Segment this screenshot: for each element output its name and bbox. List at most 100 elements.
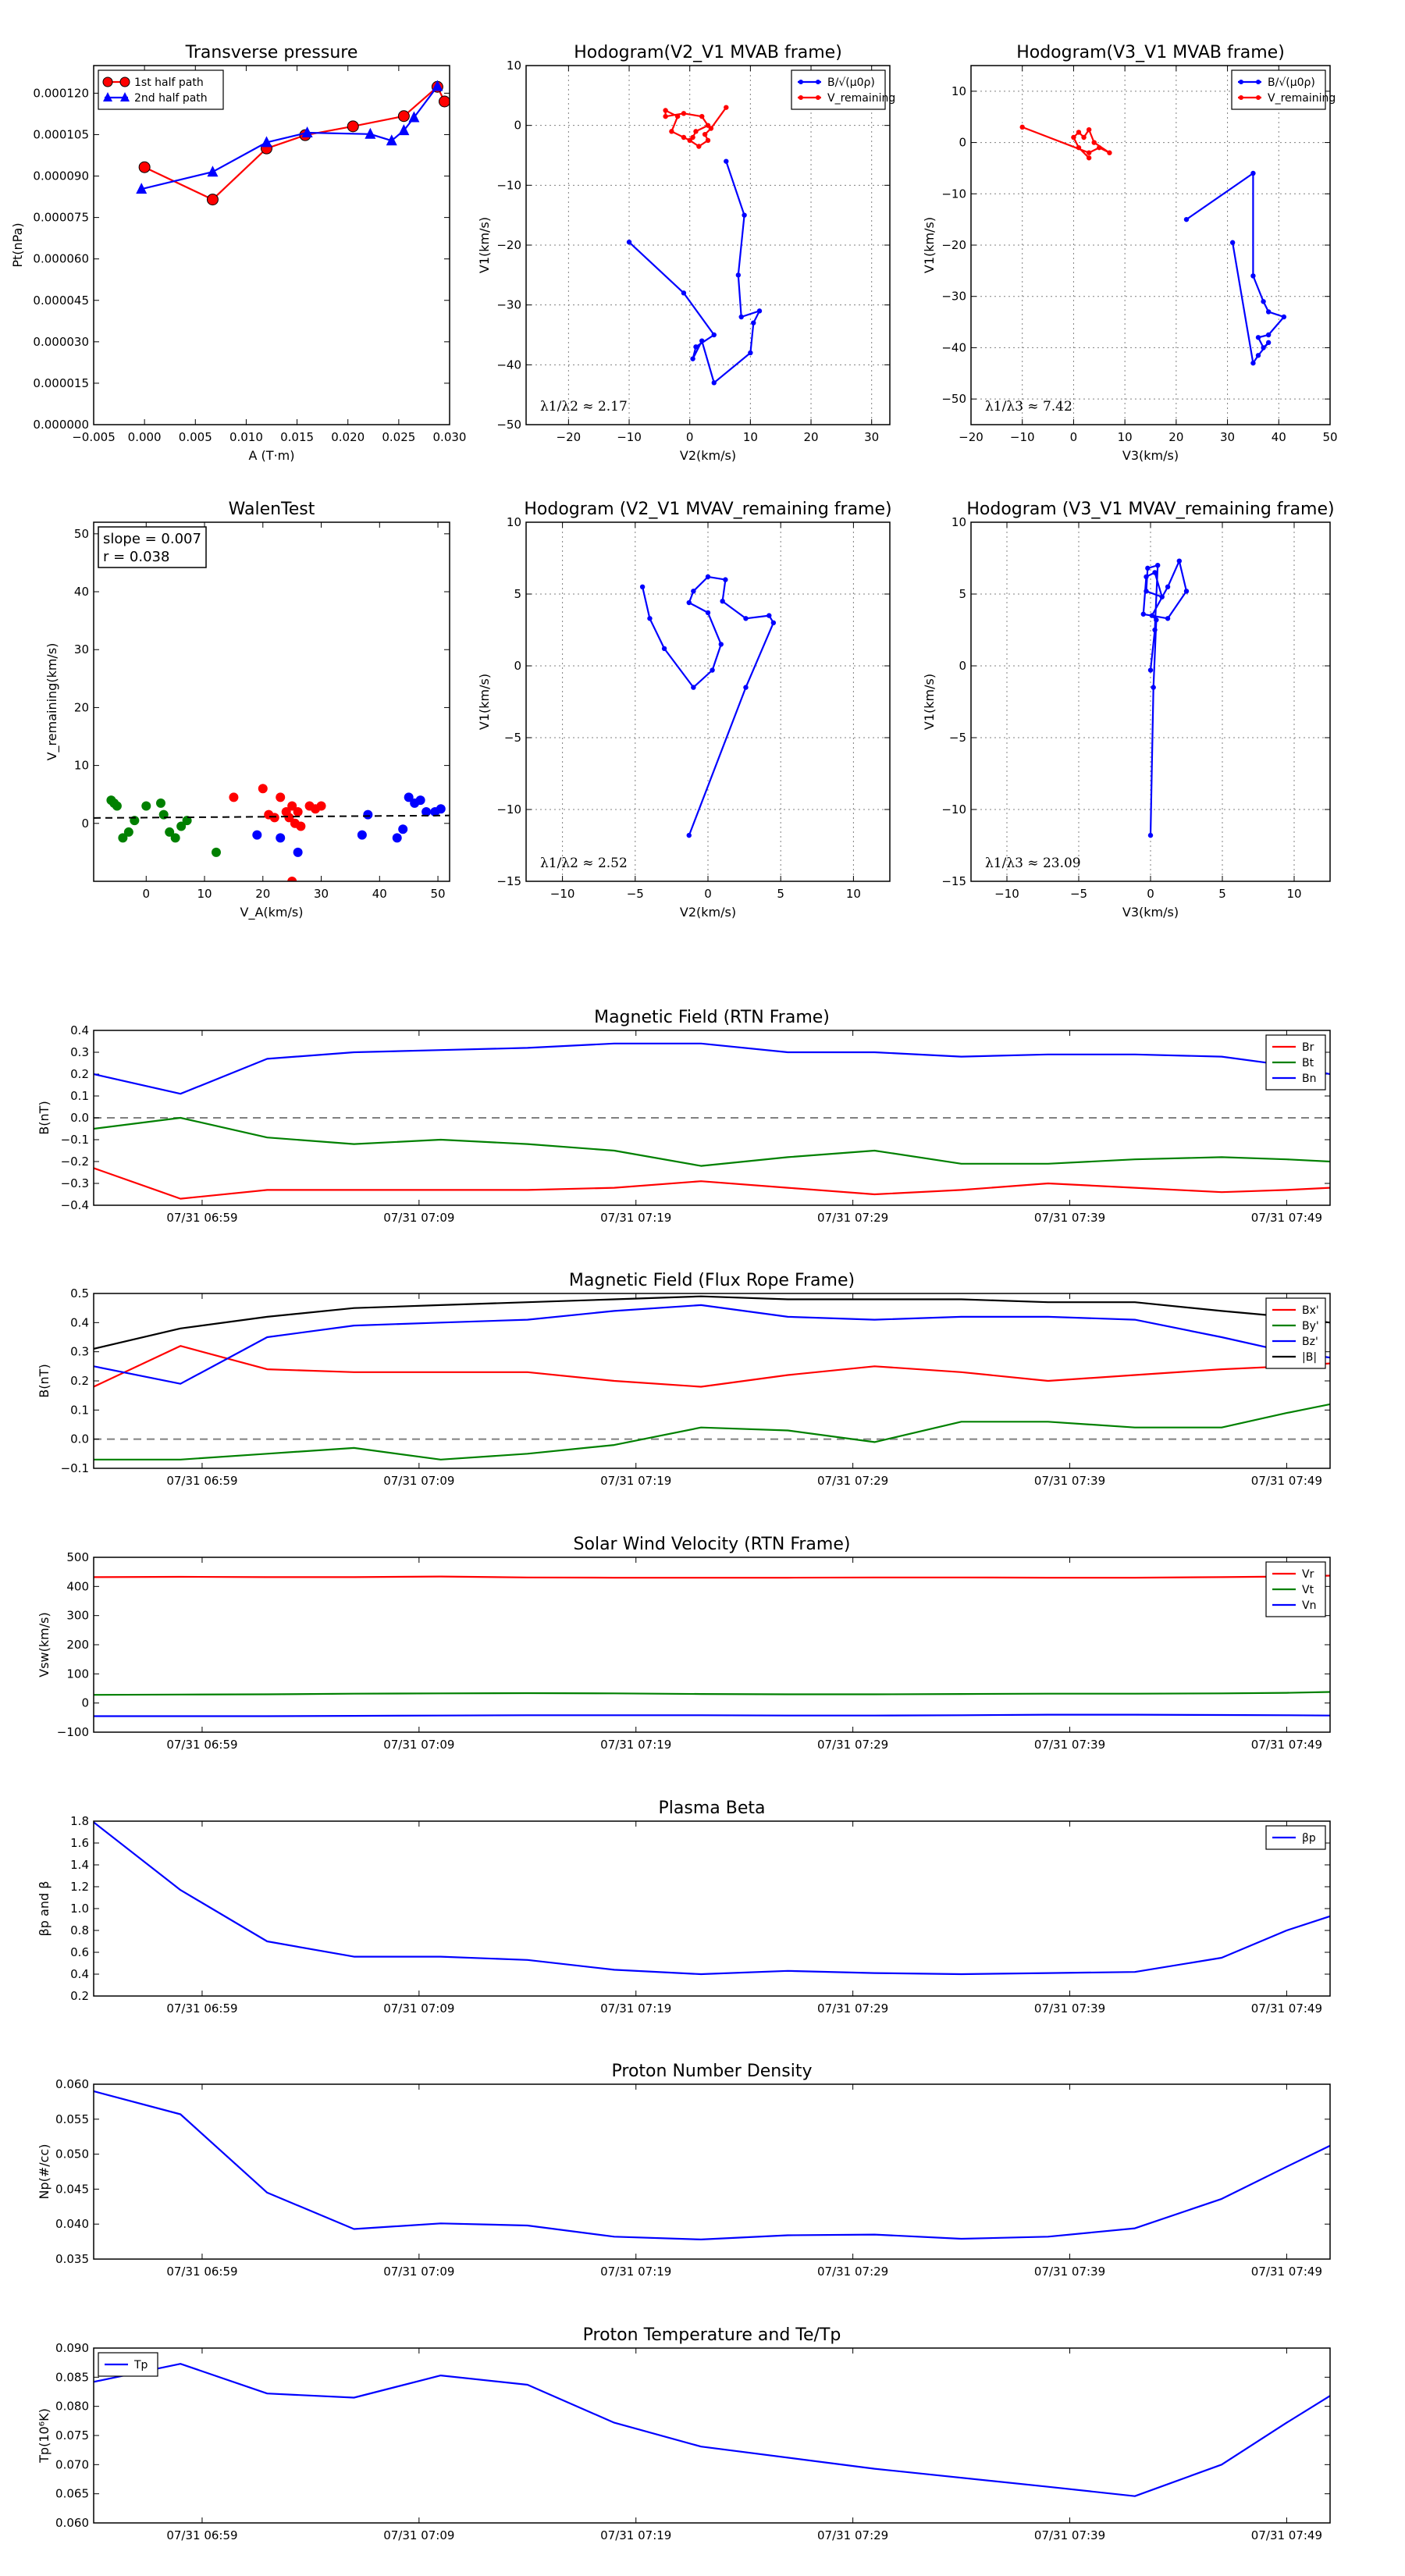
axes-frame [970, 521, 1331, 882]
series-line-0 [94, 1167, 1330, 1200]
y-tick-label: 10 [507, 59, 521, 73]
data-point [690, 134, 695, 141]
legend-label: βp [1302, 1832, 1316, 1845]
data-point [626, 239, 632, 245]
y-tick-label: 40 [74, 585, 89, 599]
x-tick-label: −5 [1070, 887, 1087, 901]
x-tick-label: 07/31 07:09 [383, 1211, 454, 1225]
y-tick-label: 0.075 [55, 2428, 89, 2443]
series-line-3 [94, 1295, 1330, 1350]
data-point [1250, 170, 1256, 176]
data-point [276, 792, 286, 802]
legend-label: 2nd half path [134, 92, 208, 105]
x-tick-label: 10 [197, 887, 212, 901]
data-point [681, 111, 687, 116]
data-point [408, 111, 420, 123]
data-point [705, 123, 711, 128]
x-tick-label: 07/31 07:49 [1251, 1211, 1322, 1225]
y-tick-label: 100 [66, 1667, 89, 1681]
y-tick-label: 400 [66, 1579, 89, 1593]
y-tick-label: 10 [74, 759, 89, 773]
y-axis-label: Vsw(km/s) [37, 1612, 52, 1677]
x-tick-label: 30 [314, 887, 329, 901]
y-tick-label: −10 [496, 802, 521, 817]
data-point [296, 821, 306, 831]
x-tick-label: 07/31 07:39 [1034, 2528, 1105, 2542]
data-point [1091, 140, 1097, 145]
data-point [661, 646, 667, 652]
y-tick-label: 300 [66, 1609, 89, 1623]
chart-title: Proton Number Density [612, 2062, 813, 2081]
data-point [269, 813, 279, 823]
data-point [693, 344, 699, 350]
data-point [1250, 273, 1256, 279]
legend: Bx' By' Bz' |B| [1265, 1297, 1326, 1369]
x-tick-label: 0 [704, 887, 712, 901]
x-tick-label: −10 [550, 887, 575, 901]
series-line-0 [94, 1345, 1330, 1388]
data-point [724, 105, 729, 110]
y-tick-label: 0.050 [55, 2147, 89, 2161]
series-line-1 [94, 1691, 1330, 1696]
data-point [696, 144, 702, 149]
data-point [647, 616, 653, 621]
y-tick-label: −15 [941, 874, 966, 888]
y-axis-label: V_remaining(km/s) [44, 643, 60, 761]
data-point [229, 792, 239, 802]
y-tick-label: −20 [941, 238, 966, 252]
data-point [681, 290, 687, 296]
data-point [1281, 314, 1287, 320]
chart-hodo1: −20 −10 0 10 20 30 −50 −40 −30 −20 −10 0 10 λ1/λ2 ≈ 2… [477, 43, 895, 463]
y-tick-label: 0.3 [70, 1045, 89, 1059]
x-tick-label: 07/31 07:19 [600, 1211, 671, 1225]
y-tick-label: 5 [514, 587, 521, 601]
x-tick-label: 07/31 06:59 [166, 1211, 237, 1225]
data-point [699, 113, 705, 119]
legend-label: Vr [1302, 1568, 1314, 1581]
plot-area [94, 1574, 1330, 1717]
legend: Vr Vt Vn [1265, 1561, 1326, 1617]
data-point [1255, 353, 1261, 358]
data-point [674, 113, 681, 119]
y-tick-label: 10 [951, 84, 966, 98]
data-point [1159, 594, 1165, 600]
y-tick-label: 0.055 [55, 2112, 89, 2126]
x-tick-label: 0.000 [128, 430, 162, 444]
data-point [710, 667, 715, 673]
legend: Br Bt Bn [1265, 1034, 1326, 1091]
data-point [398, 824, 408, 834]
legend-label: Bt [1302, 1057, 1314, 1069]
eigen-ratio-annotation: λ1/λ3 ≈ 7.42 [985, 399, 1072, 415]
y-axis-label: βp and β [37, 1881, 52, 1937]
axes-frame [93, 1820, 1331, 1997]
data-point [112, 801, 122, 811]
data-point [276, 833, 286, 843]
series-line-2 [94, 1042, 1330, 1095]
y-tick-label: 0.8 [70, 1923, 89, 1937]
data-point [357, 830, 367, 840]
eigen-ratio-annotation: λ1/λ3 ≈ 23.09 [985, 856, 1081, 871]
legend-label: V_remaining [1268, 92, 1336, 105]
data-point [316, 801, 326, 811]
y-axis-label: V1(km/s) [922, 217, 937, 273]
x-tick-label: 0.005 [179, 430, 212, 444]
data-point [141, 801, 151, 811]
x-tick-label: 40 [1272, 430, 1286, 444]
data-point [686, 600, 692, 606]
x-tick-label: 20 [255, 887, 270, 901]
y-tick-label: 0.060 [55, 2077, 89, 2091]
y-tick-label: 0.4 [70, 1967, 89, 1981]
y-axis-label: V1(km/s) [477, 674, 492, 730]
data-point [1183, 589, 1190, 594]
data-point [287, 801, 297, 811]
series-line-1 [94, 1116, 1330, 1167]
chart-hodo2: −20 −10 0 10 20 30 40 50 −50 −40 −30 −20 −10 0 10 λ1/λ3… [922, 43, 1338, 463]
chart-b_rtn: 07/31 06:59 07/31 07:09 07/31 07:19 07/31 0… [37, 1008, 1331, 1225]
axes-frame [93, 1293, 1331, 1469]
y-tick-label: 0.045 [55, 2182, 89, 2196]
axes-frame [93, 521, 450, 882]
data-point [723, 577, 728, 582]
y-axis-label: B(nT) [37, 1364, 52, 1397]
series-line-2 [94, 1713, 1330, 1717]
data-point [1261, 345, 1266, 350]
